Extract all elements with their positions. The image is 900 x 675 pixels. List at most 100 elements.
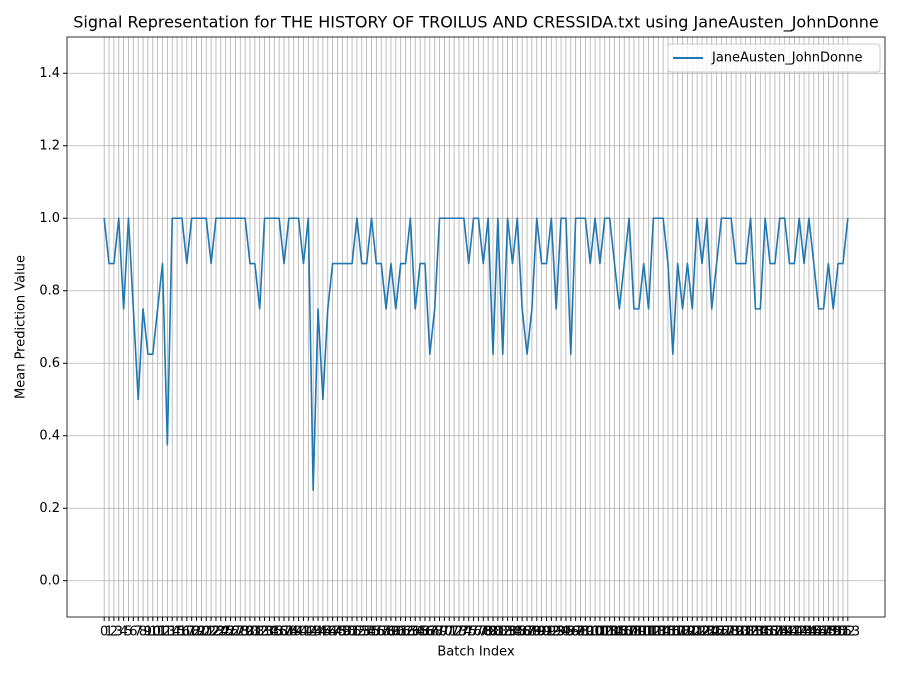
x-tick-label: 92 [543,625,560,640]
x-tick-label: 61 [392,625,409,640]
x-tick-label: 120 [675,625,700,640]
x-tick-label: 2 [110,625,118,640]
x-tick-label: 134 [743,625,768,640]
x-axis-label: Batch Index [437,645,515,660]
x-tick-label: 25 [217,625,234,640]
x-tick-label: 101 [583,625,608,640]
x-tick-label: 135 [748,625,773,640]
x-tick-label: 52 [349,625,366,640]
x-tick-label: 49 [334,625,351,640]
x-tick-label: 152 [831,625,856,640]
x-tick-label: 16 [174,625,191,640]
x-tick-label: 141 [777,625,802,640]
x-tick-label: 15 [169,625,186,640]
x-tick-label: 86 [514,625,531,640]
x-tick-label: 99 [577,625,594,640]
y-tick-label: 0.6 [39,356,60,371]
x-tick-label: 10 [145,625,162,640]
x-tick-label: 57 [373,625,390,640]
x-tick-label: 6 [129,625,137,640]
x-tick-label: 0 [100,625,108,640]
x-tick-label: 62 [397,625,414,640]
x-tick-label: 98 [572,625,589,640]
x-tick-label: 21 [198,625,215,640]
x-tick-label: 78 [475,625,492,640]
x-tick-label: 95 [558,625,575,640]
x-tick-label: 37 [276,625,293,640]
x-tick-label: 131 [728,625,753,640]
x-tick-label: 115 [651,625,676,640]
x-tick-label: 24 [213,625,230,640]
x-tick-label: 80 [485,625,502,640]
plot-frame [66,36,886,618]
x-tick-label: 23 [208,625,225,640]
x-tick-label: 13 [159,625,176,640]
x-tick-label: 85 [509,625,526,640]
x-tick-label: 96 [563,625,580,640]
x-tick-label: 140 [772,625,797,640]
x-tick-label: 117 [660,625,685,640]
x-tick-label: 34 [261,625,278,640]
x-tick-label: 107 [612,625,637,640]
x-tick-label: 93 [548,625,565,640]
x-tick-label: 56 [368,625,385,640]
x-tick-label: 130 [724,625,749,640]
x-tick-label: 87 [519,625,536,640]
x-tick-label: 32 [251,625,268,640]
y-tick-label: 0.2 [39,501,60,516]
y-tick-label: 0.4 [39,428,60,443]
x-tick-label: 53 [354,625,371,640]
x-tick-label: 38 [281,625,298,640]
x-tick-label: 74 [456,625,473,640]
x-tick-label: 81 [490,625,507,640]
x-tick-label: 43 [305,625,322,640]
x-tick-label: 28 [232,625,249,640]
y-tick-label: 0.8 [39,283,60,298]
x-tick-label: 83 [499,625,516,640]
x-tick-label: 70 [436,625,453,640]
x-tick-label: 8 [139,625,147,640]
x-tick-label: 29 [237,625,254,640]
x-tick-label: 26 [222,625,239,640]
x-tick-label: 147 [806,625,831,640]
x-tick-label: 97 [567,625,584,640]
x-tick-label: 84 [504,625,521,640]
x-tick-label: 122 [685,625,710,640]
x-tick-label: 77 [470,625,487,640]
x-tick-label: 149 [816,625,841,640]
x-tick-label: 150 [821,625,846,640]
x-tick-label: 46 [319,625,336,640]
x-tick-label: 121 [680,625,705,640]
x-tick-label: 148 [811,625,836,640]
x-tick-label: 145 [797,625,822,640]
x-tick-label: 7 [134,625,142,640]
x-tick-label: 35 [266,625,283,640]
x-tick-label: 18 [183,625,200,640]
x-tick-label: 69 [431,625,448,640]
y-tick-label: 1.2 [39,138,60,153]
x-tick-label: 75 [460,625,477,640]
x-tick-label: 100 [578,625,603,640]
x-tick-label: 5 [124,625,132,640]
x-tick-label: 111 [631,625,656,640]
x-tick-label: 94 [553,625,570,640]
x-tick-label: 144 [792,625,817,640]
x-tick-label: 58 [378,625,395,640]
x-tick-label: 47 [324,625,341,640]
x-tick-label: 64 [407,625,424,640]
x-tick-label: 133 [738,625,763,640]
data-line [103,217,849,491]
x-tick-label: 55 [363,625,380,640]
legend-label: JaneAusten_JohnDonne [711,51,862,66]
x-tick-label: 3 [115,625,123,640]
x-tick-label: 67 [422,625,439,640]
x-tick-label: 142 [782,625,807,640]
x-tick-label: 4 [119,625,127,640]
x-tick-label: 137 [758,625,783,640]
x-tick-label: 128 [714,625,739,640]
x-tick-label: 138 [762,625,787,640]
x-tick-label: 31 [247,625,264,640]
x-tick-label: 79 [480,625,497,640]
x-tick-label: 20 [193,625,210,640]
x-tick-label: 90 [533,625,550,640]
